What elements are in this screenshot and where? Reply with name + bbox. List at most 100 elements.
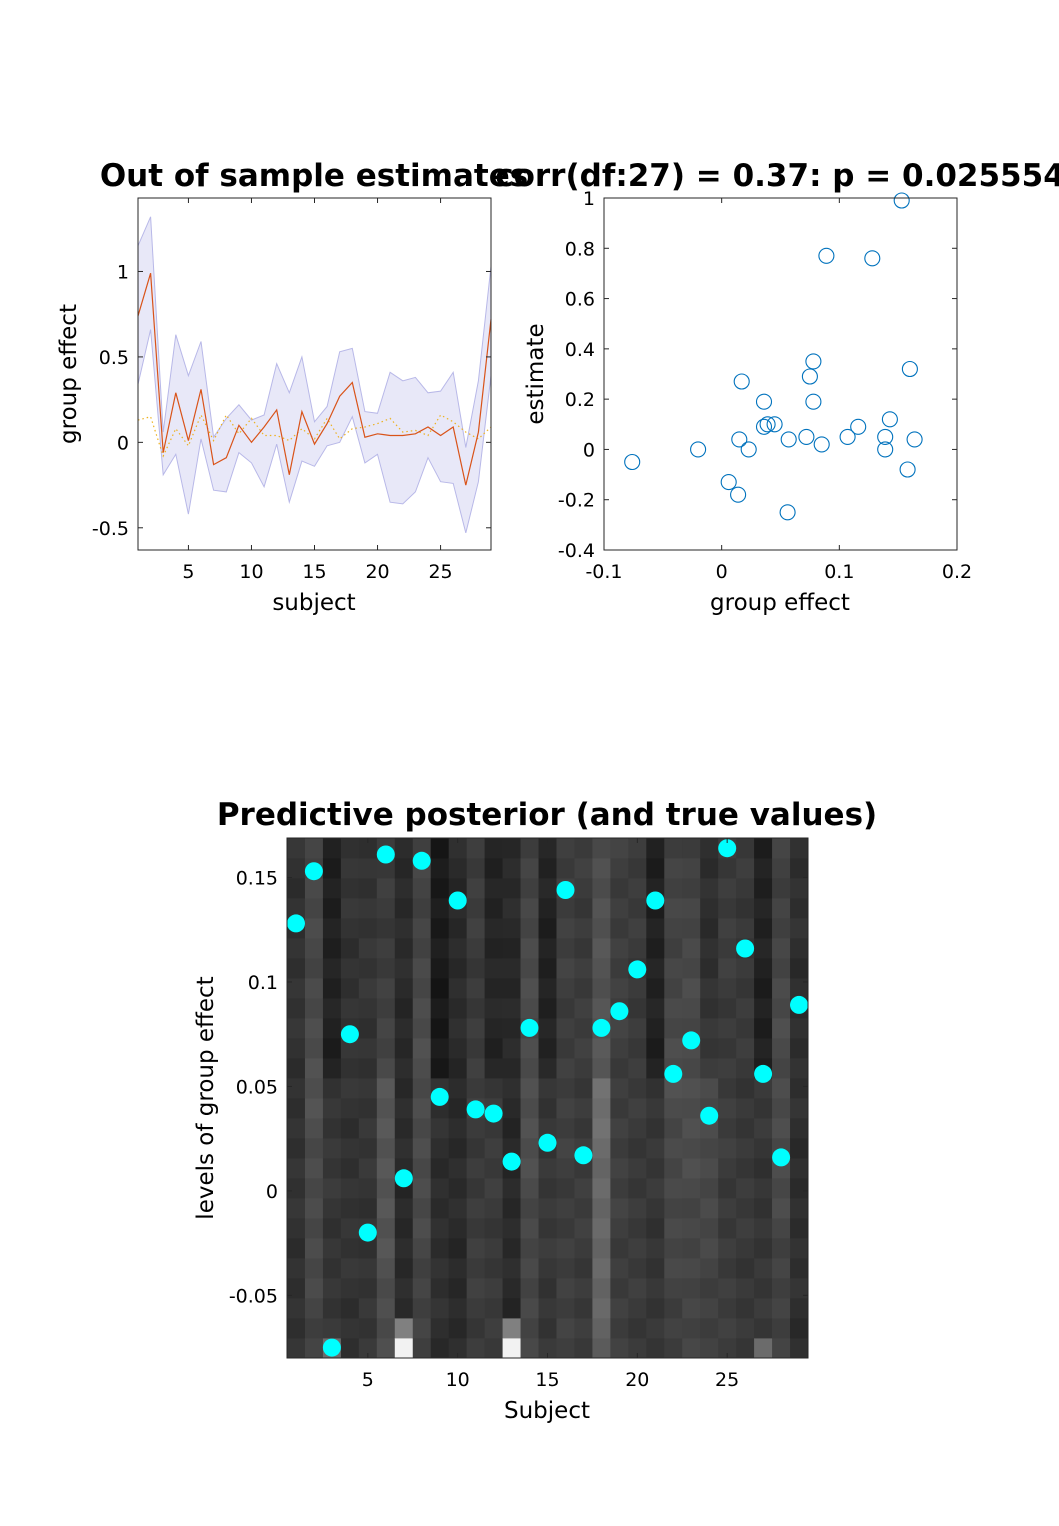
heatmap-cell	[304, 1318, 324, 1339]
heatmap-cell	[448, 1298, 468, 1319]
heatmap-cell	[394, 878, 414, 899]
heatmap-cell	[358, 1098, 378, 1119]
heatmap-cell	[592, 1318, 611, 1339]
heatmap-cell	[664, 1018, 683, 1039]
heatmap-cell	[538, 978, 557, 999]
heatmap-cell	[287, 1158, 306, 1179]
heatmap-cell	[592, 1238, 611, 1259]
scatter-point	[780, 431, 797, 448]
heatmap-cell	[520, 1278, 539, 1299]
heatmap-cell	[610, 1198, 629, 1219]
line-plot-xtick-label: 5	[182, 561, 194, 583]
heatmap-cell	[394, 1038, 414, 1059]
heatmap-cell	[502, 958, 521, 979]
scatter-point	[759, 416, 776, 433]
true-value-marker	[502, 1152, 521, 1171]
heatmap-cell	[520, 958, 539, 979]
heatmap-cell	[592, 838, 611, 859]
true-value-marker	[556, 881, 575, 899]
heatmap-cell	[664, 1278, 683, 1299]
heatmap-cell	[736, 1138, 755, 1159]
heatmap-cell	[574, 1198, 593, 1219]
heatmap-cell	[430, 958, 450, 979]
true-value-marker	[736, 939, 755, 958]
heatmap-cell	[646, 958, 665, 979]
heatmap-cell	[682, 1078, 701, 1099]
heatmap-cell	[322, 858, 342, 879]
heatmap-cell	[556, 1118, 575, 1139]
heatmap-cell	[340, 938, 360, 959]
heatmap-cell	[754, 1098, 773, 1119]
heatmap-cell	[700, 1298, 719, 1319]
heatmap-cell	[520, 1158, 539, 1179]
heatmap-cell	[322, 1298, 342, 1319]
heatmap-cell	[736, 1278, 755, 1299]
heatmap-cell	[682, 1198, 701, 1219]
heatmap-cell	[736, 998, 755, 1019]
heatmap-cell	[340, 998, 360, 1019]
heatmap-cell	[466, 978, 486, 999]
heatmap-cell	[287, 1318, 306, 1339]
heatmap-cell	[772, 1278, 791, 1299]
heatmap-cell	[574, 1298, 593, 1319]
heatmap-cell	[394, 1058, 414, 1079]
heatmap-cell	[628, 1198, 647, 1219]
heatmap-cell	[736, 1238, 755, 1259]
heatmap-cell	[376, 1058, 396, 1079]
heatmap-cell	[736, 1298, 755, 1319]
heatmap-cell	[502, 1058, 521, 1079]
heatmap-cell	[430, 1018, 450, 1039]
heatmap-cell	[682, 978, 701, 999]
heatmap-cell	[322, 1158, 342, 1179]
scatter-point	[906, 431, 923, 448]
heatmap-cell	[664, 1098, 683, 1119]
heatmap-cell	[754, 878, 773, 899]
heatmap-cell	[790, 1058, 809, 1079]
heatmap-cell	[520, 1118, 539, 1139]
heatmap-cell	[412, 1258, 432, 1279]
heatmap-cell	[718, 1178, 737, 1199]
heatmap-cell	[484, 858, 503, 879]
heatmap-cell	[412, 1238, 432, 1259]
scatter-point	[839, 428, 856, 445]
heatmap-cell	[358, 1258, 378, 1279]
heatmap-cell	[592, 1118, 611, 1139]
heatmap-cell	[592, 1258, 611, 1279]
heatmap-cell	[610, 1118, 629, 1139]
heatmap-cell	[628, 858, 647, 879]
heatmap-cell	[304, 1018, 324, 1039]
heatmap-cell	[700, 1038, 719, 1059]
heatmap-cell	[322, 878, 342, 899]
scatter-point	[779, 504, 796, 521]
heatmap-cell	[358, 1178, 378, 1199]
heatmap-cell	[448, 1038, 468, 1059]
heatmap-cell	[772, 1318, 791, 1339]
heatmap-cell	[448, 998, 468, 1019]
heatmap-cell	[340, 1058, 360, 1079]
heatmap-cell	[412, 918, 432, 939]
heatmap-cell	[358, 878, 378, 899]
heatmap-cell	[538, 958, 557, 979]
heatmap-cell	[448, 1218, 468, 1239]
heatmap-cell	[520, 1238, 539, 1259]
heatmap-cell	[520, 1058, 539, 1079]
heatmap-cell	[322, 1118, 342, 1139]
true-value-marker	[538, 1133, 557, 1152]
scatter-plot-ylabel: estimate	[523, 323, 549, 424]
heatmap-cell	[790, 1178, 809, 1199]
scatter-point	[720, 474, 737, 491]
heatmap-cell	[430, 1258, 450, 1279]
scatter-points	[624, 192, 923, 521]
heatmap-cell	[376, 1258, 396, 1279]
heatmap-cell	[556, 1078, 575, 1099]
heatmap-cell	[592, 1038, 611, 1059]
heatmap-cell	[790, 1158, 809, 1179]
heatmap-cell	[484, 938, 503, 959]
heatmap-cell	[448, 1198, 468, 1219]
heatmap-cell	[700, 958, 719, 979]
heatmap-cell	[520, 918, 539, 939]
scatter-plot-ytick-label: 0.6	[565, 289, 595, 311]
heatmap-cell	[736, 1218, 755, 1239]
heatmap-cell	[628, 978, 647, 999]
heatmap-cell	[322, 918, 342, 939]
